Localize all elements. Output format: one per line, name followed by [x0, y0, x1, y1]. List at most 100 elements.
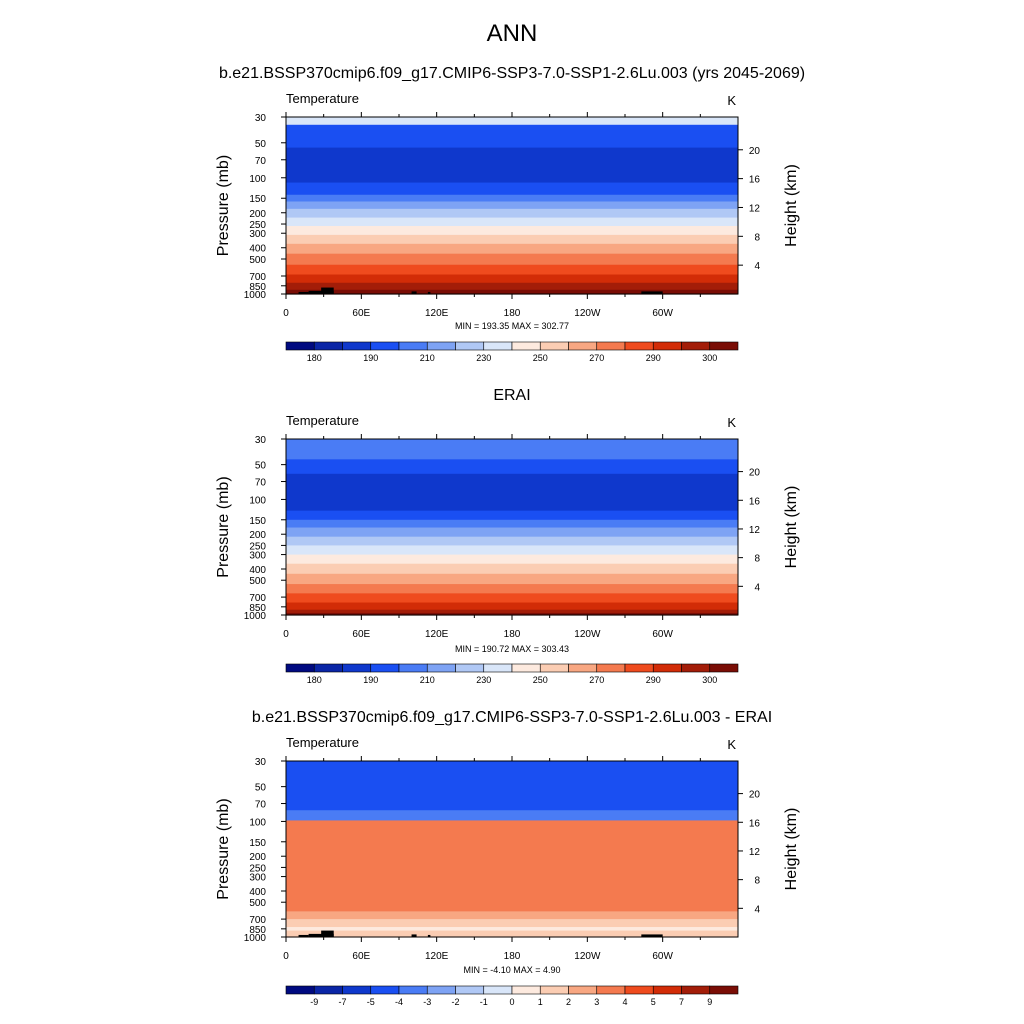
y-tick-label: 1000 [244, 290, 267, 301]
main-title: ANN [486, 20, 538, 47]
y-tick-label: 200 [249, 209, 266, 220]
colorbar-label: 230 [476, 353, 491, 363]
y-tick-label: 30 [255, 757, 267, 768]
colorbar-swatch [709, 341, 739, 351]
colorbar-swatch [483, 663, 513, 673]
contour-band [286, 264, 738, 276]
y-axis-right-title: Height (km) [783, 808, 800, 891]
colorbar-swatch [652, 985, 682, 995]
y-right-tick-label: 12 [749, 525, 761, 536]
units-label: K [727, 415, 736, 430]
colorbar-swatch [511, 985, 541, 995]
y-axis-title: Pressure (mb) [215, 155, 232, 256]
colorbar-swatch [652, 663, 682, 673]
panel-3: b.e21.BSSP370cmip6.f09_g17.CMIP6-SSP3-7.… [215, 709, 800, 1007]
colorbar-swatch [370, 341, 400, 351]
y-tick-label: 1000 [244, 611, 267, 622]
y-tick-label: 300 [249, 873, 266, 884]
colorbar-swatch [511, 663, 541, 673]
colorbar-label: 290 [646, 675, 661, 685]
x-axis: 0 60E 120E 180 120W 60W [283, 434, 701, 640]
panel-1: b.e21.BSSP370cmip6.f09_g17.CMIP6-SSP3-7.… [215, 65, 805, 363]
colorbar-label: 250 [533, 675, 548, 685]
y-tick-label: 400 [249, 244, 266, 255]
y-tick-label: 250 [249, 220, 266, 231]
colorbar-label: 190 [363, 675, 378, 685]
colorbar-swatch [539, 341, 569, 351]
contour-band [286, 282, 738, 291]
colorbar-swatch [539, 663, 569, 673]
y-tick-label: 50 [255, 461, 267, 472]
y-tick-label: 100 [249, 174, 266, 185]
y-right-tick-label: 12 [749, 203, 761, 214]
contour-band [286, 124, 738, 149]
contour-fills [286, 439, 738, 616]
panel-2: ERAI Temperature K 0 60E 120E 180 120W 60W 30 50 70… [215, 387, 800, 685]
y-tick-label: 70 [255, 478, 267, 489]
y-tick-label: 1000 [244, 933, 267, 944]
y-axis-right-title: Height (km) [783, 486, 800, 569]
y-axis-right-title: Height (km) [783, 164, 800, 247]
x-tick-label: 0 [283, 308, 289, 319]
colorbar-swatch [624, 985, 654, 995]
contour-band [286, 274, 738, 284]
colorbar-swatch [370, 985, 400, 995]
colorbar-label: -9 [310, 997, 318, 1007]
colorbar-swatch [398, 341, 428, 351]
x-axis: 0 60E 120E 180 120W 60W [283, 756, 701, 962]
colorbar-label: 290 [646, 353, 661, 363]
colorbar-swatch [313, 341, 343, 351]
x-tick-label: 180 [504, 951, 521, 962]
colorbar-swatch [285, 341, 315, 351]
colorbar-swatch [681, 341, 711, 351]
contour-band [286, 459, 738, 475]
colorbar-label: 2 [566, 997, 571, 1007]
contour-band [286, 253, 738, 266]
colorbar-label: 180 [307, 675, 322, 685]
contour-band [286, 927, 738, 932]
land-mask [321, 930, 334, 937]
x-tick-label: 60E [352, 951, 370, 962]
colorbar-swatch [596, 341, 626, 351]
x-tick-label: 0 [283, 629, 289, 640]
y-tick-label: 250 [249, 863, 266, 874]
x-tick-label: 120E [425, 951, 449, 962]
colorbar-label: -4 [395, 997, 403, 1007]
x-tick-label: 120E [425, 629, 449, 640]
x-tick-label: 60W [652, 951, 673, 962]
contour-fills [286, 761, 738, 938]
colorbar-swatch [313, 985, 343, 995]
contour-band [286, 911, 738, 920]
colorbar-swatch [624, 341, 654, 351]
contour-band [286, 563, 738, 575]
land-mask [427, 291, 431, 294]
y-tick-label: 700 [249, 915, 266, 926]
colorbar-swatch [455, 985, 485, 995]
colorbar-label: 210 [420, 675, 435, 685]
y-tick-label: 300 [249, 551, 266, 562]
colorbar-label: 270 [589, 675, 604, 685]
y-tick-label: 500 [249, 255, 266, 266]
colorbar-label: 300 [702, 353, 717, 363]
colorbar-label: 3 [594, 997, 599, 1007]
colorbar-swatch [342, 663, 372, 673]
min-max-stats: MIN = -4.10 MAX = 4.90 [463, 965, 560, 975]
x-tick-label: 60E [352, 308, 370, 319]
y-tick-label: 150 [249, 838, 266, 849]
y-axis-right: 20 16 12 8 4 [738, 790, 761, 915]
contour-band [286, 810, 738, 822]
contour-band [286, 609, 738, 614]
y-right-tick-label: 8 [754, 876, 760, 887]
contour-band [286, 536, 738, 547]
contour-band [286, 919, 738, 928]
x-tick-label: 120W [574, 951, 601, 962]
y-right-tick-label: 12 [749, 847, 761, 858]
y-tick-label: 500 [249, 898, 266, 909]
contour-band [286, 519, 738, 529]
y-axis-right: 20 16 12 8 4 [738, 468, 761, 593]
panel-title: ERAI [493, 387, 530, 404]
contour-band [286, 182, 738, 196]
colorbar-label: -5 [367, 997, 375, 1007]
y-tick-label: 700 [249, 593, 266, 604]
